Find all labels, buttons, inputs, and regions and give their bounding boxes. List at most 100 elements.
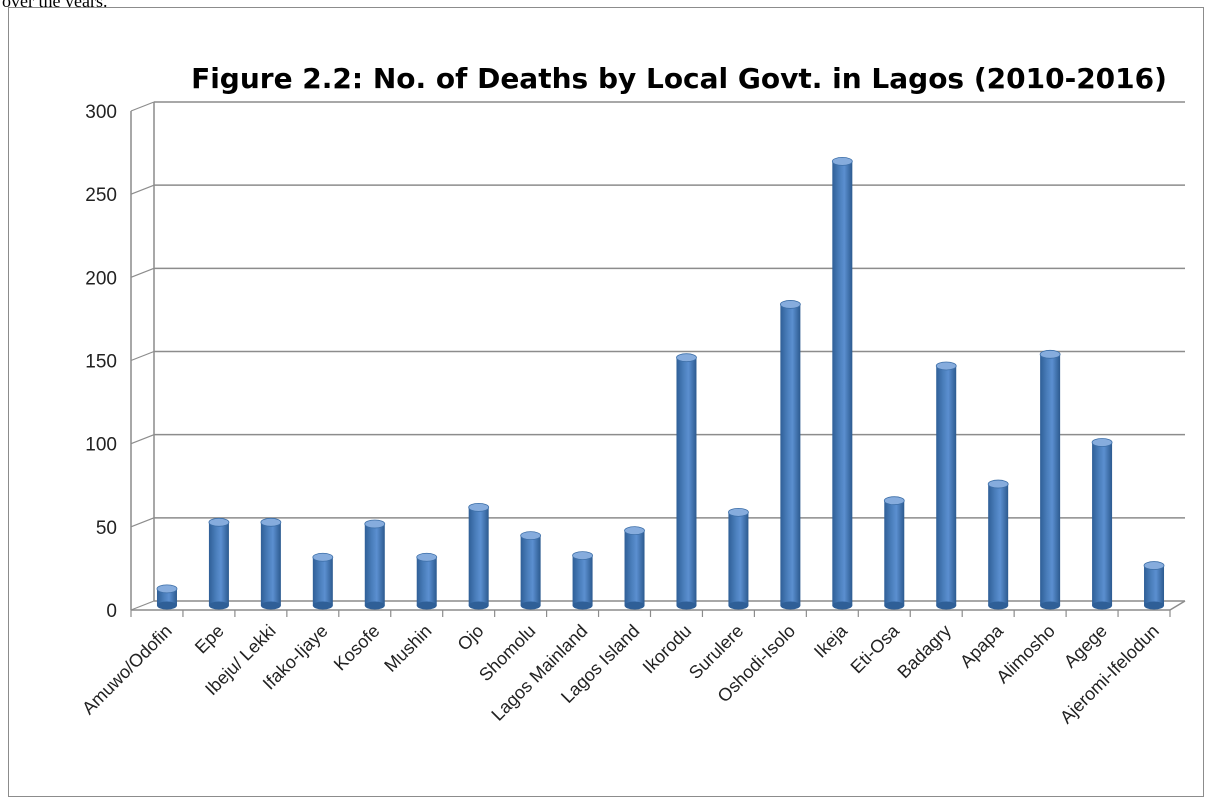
- y-tick-label: 100: [85, 435, 117, 456]
- bar-base: [624, 601, 645, 610]
- x-tick-label: Lagos Mainland: [487, 621, 591, 725]
- bar-body: [832, 161, 853, 606]
- bar-body: [624, 530, 645, 606]
- gridline-side: [130, 184, 155, 195]
- bar: [312, 552, 334, 610]
- x-tick-label: Apapa: [956, 620, 1008, 672]
- bar: [1039, 349, 1061, 610]
- bar-cap: [572, 551, 593, 560]
- bar: [1091, 438, 1113, 610]
- bar-cap: [156, 584, 178, 594]
- bar: [676, 353, 697, 610]
- bar-body: [572, 555, 593, 606]
- bar: [728, 507, 749, 610]
- y-tick-labels: 0 50 100 150 200 250 300: [85, 102, 117, 622]
- bar-base: [1092, 601, 1113, 610]
- bar-base: [572, 601, 593, 610]
- page-caption: over the years.: [2, 0, 108, 11]
- gridline-side: [130, 600, 155, 611]
- bar-base: [208, 601, 229, 610]
- x-tick-label: Badagry: [894, 621, 956, 683]
- x-tick-label: Epe: [191, 621, 228, 658]
- gridlines: [130, 101, 1185, 611]
- gridline-side: [130, 434, 155, 445]
- bar-body: [728, 512, 749, 606]
- bar-base: [832, 601, 853, 610]
- gridline-side: [130, 267, 155, 278]
- x-tick-label: Ikeja: [810, 620, 852, 662]
- bar-base: [468, 601, 489, 610]
- y-tick-label: 200: [85, 268, 117, 289]
- bar: [520, 531, 542, 610]
- bar: [572, 551, 593, 610]
- bar: [468, 502, 490, 610]
- bar-body: [156, 588, 177, 606]
- bar-base: [260, 601, 281, 610]
- x-tick-label: Amuwo/Odofin: [78, 621, 176, 719]
- bar-cap: [416, 552, 438, 562]
- gridline-side: [130, 350, 155, 362]
- bar-base: [676, 601, 697, 610]
- chart-title: Figure 2.2: No. of Deaths by Local Govt.…: [191, 62, 1167, 95]
- bar-base: [1144, 601, 1165, 610]
- x-tick-label: Mushin: [380, 621, 435, 676]
- bar-body: [208, 522, 229, 606]
- bar: [831, 156, 853, 610]
- bar-body: [988, 484, 1009, 606]
- bar: [260, 517, 282, 610]
- bar-cap: [728, 507, 749, 517]
- y-tick-label: 0: [106, 601, 117, 622]
- bar-cap: [779, 300, 801, 309]
- bar-cap: [676, 353, 697, 363]
- bars: [156, 156, 1165, 610]
- bar: [883, 496, 905, 610]
- bar-base: [416, 601, 437, 610]
- bar-body: [884, 500, 905, 606]
- bar-base: [1040, 601, 1061, 610]
- bar-cap: [468, 502, 490, 512]
- x-tick-label: Ojo: [454, 621, 488, 655]
- bar-cap: [831, 156, 853, 166]
- chart-frame: Figure 2.2: No. of Deaths by Local Govt.…: [8, 7, 1204, 797]
- floor-edge: [1169, 600, 1186, 611]
- bar-cap: [935, 361, 957, 371]
- y-tick-label: 150: [85, 352, 117, 373]
- bar-cap: [260, 517, 282, 527]
- bar-cap: [1039, 349, 1061, 359]
- bar-body: [1144, 565, 1165, 606]
- bar: [416, 552, 438, 610]
- gridline-side: [130, 517, 155, 528]
- bar-body: [936, 365, 957, 606]
- bar-base: [520, 601, 541, 610]
- bar: [208, 517, 230, 610]
- bar-body: [520, 535, 541, 606]
- x-tick-label: Agege: [1060, 621, 1111, 672]
- bar: [987, 479, 1009, 610]
- bar-chart: Figure 2.2: No. of Deaths by Local Govt.…: [78, 62, 1186, 728]
- y-tick-label: 300: [85, 102, 117, 123]
- bar-cap: [364, 519, 386, 529]
- bar-cap: [520, 531, 542, 541]
- bar-cap: [624, 526, 645, 536]
- bar: [779, 300, 801, 610]
- bar-base: [780, 601, 801, 610]
- bar-base: [728, 601, 749, 610]
- x-tick-label: Kosofe: [330, 621, 384, 675]
- bar-base: [312, 601, 333, 610]
- x-tick-label: Ajeromi-Ifelodun: [1056, 621, 1163, 728]
- bar-cap: [1091, 438, 1113, 447]
- bar-cap: [312, 552, 334, 562]
- bar-body: [1040, 354, 1061, 606]
- bar-cap: [1143, 561, 1165, 570]
- axes: [130, 102, 1186, 617]
- bar: [935, 361, 957, 610]
- bar-cap: [208, 517, 230, 527]
- bar: [624, 526, 645, 610]
- bar-body: [312, 557, 333, 606]
- bar-base: [936, 601, 957, 610]
- bar-base: [156, 601, 177, 610]
- bar-body: [364, 523, 385, 606]
- bar-base: [884, 601, 905, 610]
- bar-body: [780, 304, 801, 606]
